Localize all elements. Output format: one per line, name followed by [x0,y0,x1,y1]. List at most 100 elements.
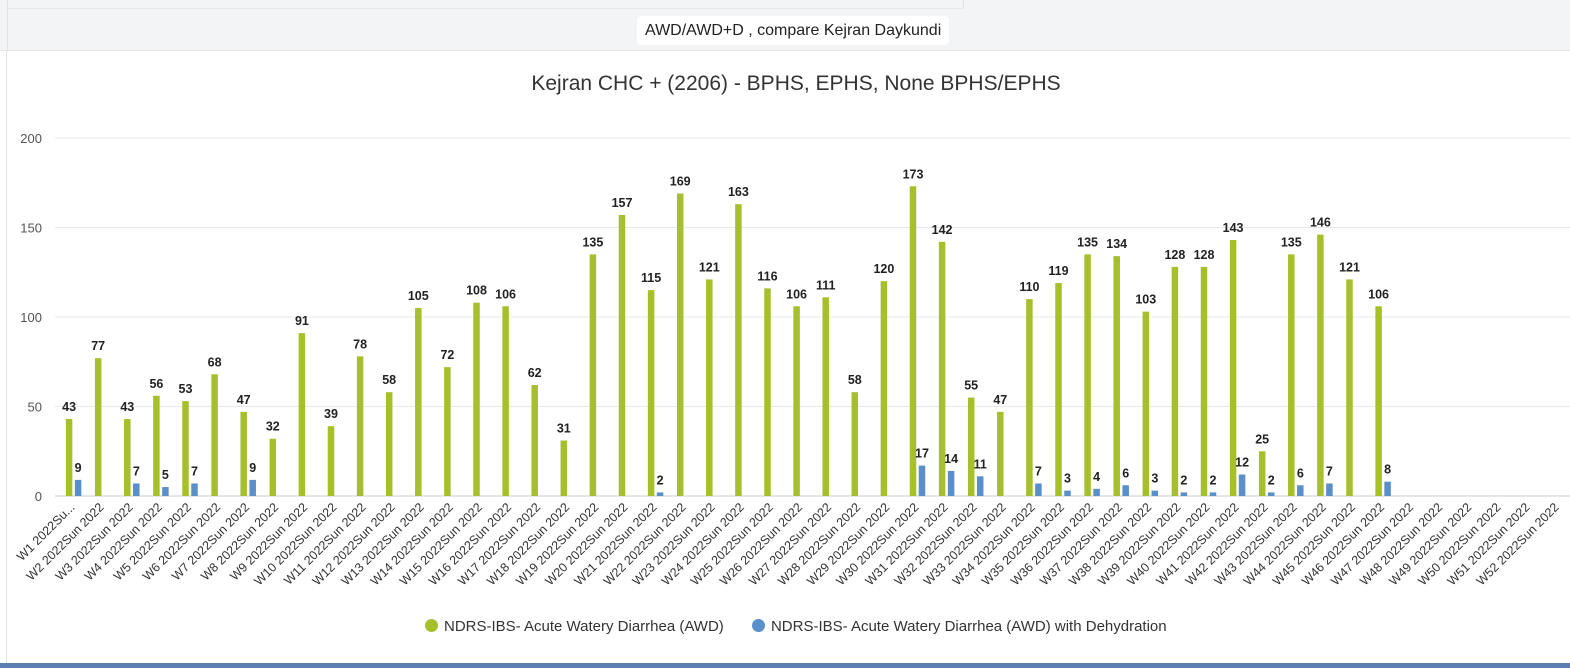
bar-awd-dehydration[interactable] [1326,483,1333,496]
bar-awd[interactable] [153,395,160,496]
data-label: 135 [582,235,603,249]
data-label: 2 [1268,473,1275,487]
bar-awd[interactable] [65,419,73,496]
bar-awd-dehydration[interactable] [1238,474,1246,496]
bar-awd[interactable] [444,367,451,496]
bar-awd[interactable] [327,426,335,496]
header-column-divider [963,0,964,8]
data-label: 110 [1019,280,1039,294]
bar-awd-dehydration[interactable] [1267,492,1275,496]
bar-awd[interactable] [589,254,597,496]
bar-awd[interactable] [618,214,626,496]
panel-title[interactable]: AWD/AWD+D , compare Kejran Daykundi [637,16,950,45]
bar-awd[interactable] [1346,279,1353,496]
bar-awd[interactable] [531,385,538,496]
bar-awd[interactable] [356,356,364,496]
bar-awd[interactable] [822,297,829,496]
bar-awd-dehydration[interactable] [162,487,169,496]
bar-awd[interactable] [560,440,568,496]
data-label: 47 [237,393,251,407]
bar-awd[interactable] [997,411,1004,496]
bar-awd[interactable] [211,374,218,496]
bar-awd[interactable] [793,306,800,496]
bar-awd[interactable] [938,241,946,496]
bar-awd[interactable] [182,401,189,496]
bar-awd[interactable] [1288,254,1295,496]
bar-awd[interactable] [385,392,393,496]
bar-awd-dehydration[interactable] [1093,488,1100,496]
data-label: 25 [1255,432,1269,446]
bar-awd-dehydration[interactable] [947,470,955,496]
bar-awd[interactable] [1258,451,1266,496]
bar-awd[interactable] [851,392,859,496]
y-tick-label: 50 [28,400,42,415]
legend-item-awd-dehydration[interactable]: NDRS-IBS- Acute Watery Diarrhea (AWD) wi… [751,618,1167,635]
bar-awd[interactable] [502,306,509,496]
bar-awd[interactable] [94,358,102,496]
bar-awd[interactable] [706,279,713,496]
bar-awd-dehydration[interactable] [1180,492,1188,496]
bar-awd[interactable] [1200,266,1208,496]
y-tick-label: 0 [35,489,42,504]
data-label: 173 [903,167,924,181]
bar-awd[interactable] [240,411,247,496]
bar-awd-dehydration[interactable] [1064,490,1071,496]
data-label: 116 [757,269,777,283]
bar-awd[interactable] [967,397,975,496]
data-label: 121 [699,260,720,274]
bar-awd[interactable] [647,290,655,496]
legend-item-awd[interactable]: NDRS-IBS- Acute Watery Diarrhea (AWD) [425,618,724,635]
bar-awd[interactable] [473,302,480,496]
data-label: 56 [149,377,163,391]
bar-awd[interactable] [1142,311,1150,496]
bar-awd[interactable] [764,288,771,496]
bar-awd[interactable] [1317,234,1324,496]
data-label: 169 [670,174,691,188]
data-label: 58 [382,373,396,387]
bar-awd-dehydration[interactable] [656,492,664,496]
y-tick-label: 200 [20,131,42,146]
data-label: 7 [191,464,198,478]
bar-awd-dehydration[interactable] [1384,481,1391,496]
bar-awd[interactable] [1113,256,1120,496]
bar-awd[interactable] [1084,254,1091,496]
data-label: 120 [873,262,894,276]
bar-awd-dehydration[interactable] [976,476,984,496]
data-label: 43 [62,400,76,414]
bar-awd[interactable] [880,281,888,496]
bar-awd-dehydration[interactable] [133,483,140,496]
bar-awd[interactable] [1171,266,1179,496]
dashboard-header-bar: AWD/AWD+D , compare Kejran Daykundi [0,0,1570,51]
bar-awd[interactable] [269,438,277,496]
bar-awd[interactable] [124,419,131,496]
bar-awd-dehydration[interactable] [1297,485,1304,496]
bar-awd-dehydration[interactable] [1209,492,1217,496]
data-label: 11 [974,457,987,471]
bar-awd-dehydration[interactable] [1035,483,1042,496]
bar-awd-dehydration[interactable] [249,479,256,496]
bar-awd-dehydration[interactable] [1151,490,1159,496]
data-label: 106 [786,287,807,301]
legend-swatch-awd-dehydration [751,619,765,632]
bar-awd[interactable] [415,308,422,496]
data-label: 4 [1093,470,1100,484]
data-label: 111 [816,278,836,292]
data-label: 7 [133,464,140,478]
bar-awd[interactable] [1026,299,1033,496]
bar-awd-dehydration[interactable] [1122,485,1129,496]
panel-left-border [7,0,8,50]
data-label: 2 [1210,473,1217,487]
bar-awd[interactable] [1055,282,1062,496]
bar-awd[interactable] [676,193,684,496]
bar-awd[interactable] [909,186,917,496]
data-label: 31 [557,422,571,436]
bar-awd[interactable] [1375,306,1382,496]
bar-awd[interactable] [298,333,306,496]
bar-awd[interactable] [1229,240,1237,496]
bar-awd-dehydration[interactable] [918,465,926,496]
bar-awd[interactable] [735,204,742,496]
bar-awd-dehydration[interactable] [74,479,82,496]
bar-awd-dehydration[interactable] [191,483,198,496]
data-label: 157 [612,196,633,210]
